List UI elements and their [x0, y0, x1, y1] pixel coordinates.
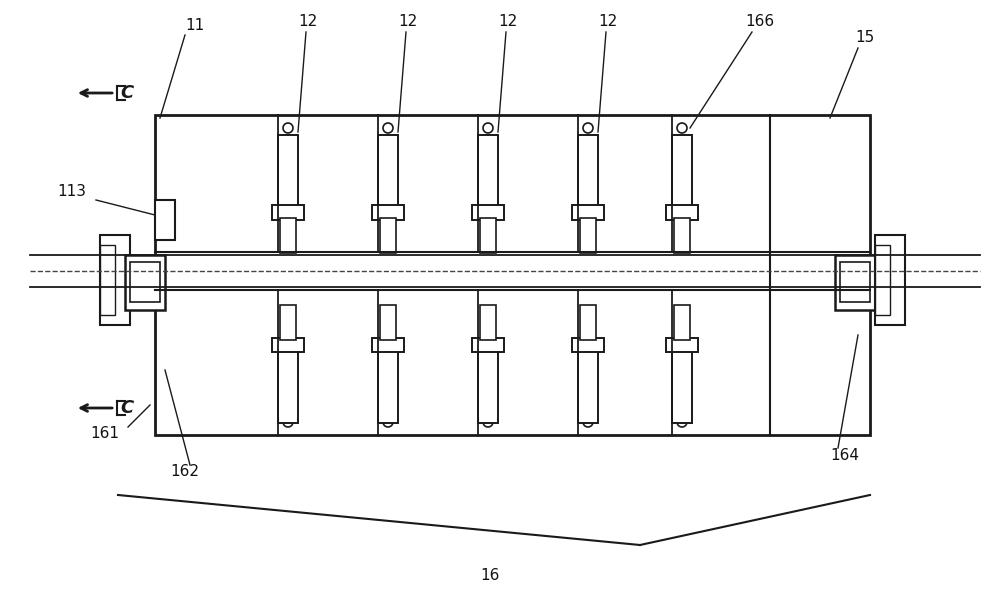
Bar — [875, 245, 890, 315]
Bar — [674, 218, 690, 253]
Bar — [130, 262, 160, 302]
Text: 161: 161 — [90, 425, 120, 440]
Bar — [572, 338, 604, 352]
Bar — [155, 200, 175, 240]
Text: C: C — [120, 399, 133, 417]
Bar — [835, 255, 875, 310]
Bar — [666, 338, 698, 352]
Bar — [372, 338, 404, 352]
Circle shape — [583, 417, 593, 427]
Bar — [674, 305, 690, 340]
Text: 162: 162 — [170, 464, 200, 480]
Bar — [380, 305, 396, 340]
Bar — [125, 255, 165, 310]
Text: 16: 16 — [480, 568, 500, 582]
Bar — [155, 115, 870, 435]
Bar — [578, 348, 598, 423]
Bar — [840, 262, 870, 302]
Text: C: C — [120, 84, 133, 102]
Bar — [580, 305, 596, 340]
Bar — [472, 338, 504, 352]
Bar — [472, 205, 504, 220]
Text: 12: 12 — [498, 14, 518, 30]
Text: 164: 164 — [830, 448, 860, 463]
Text: 12: 12 — [298, 14, 318, 30]
Circle shape — [483, 123, 493, 133]
Text: 12: 12 — [598, 14, 618, 30]
Bar — [280, 218, 296, 253]
Bar — [272, 338, 304, 352]
Bar — [100, 235, 130, 325]
Circle shape — [483, 417, 493, 427]
Circle shape — [383, 123, 393, 133]
Bar — [280, 305, 296, 340]
Bar — [378, 348, 398, 423]
Text: 166: 166 — [745, 14, 775, 30]
Bar — [478, 135, 498, 210]
Circle shape — [383, 417, 393, 427]
Bar — [572, 205, 604, 220]
Bar — [672, 348, 692, 423]
Text: 113: 113 — [58, 184, 87, 199]
Text: 12: 12 — [398, 14, 418, 30]
Bar — [672, 135, 692, 210]
Circle shape — [677, 123, 687, 133]
Bar — [480, 218, 496, 253]
Bar — [100, 245, 115, 315]
Circle shape — [283, 417, 293, 427]
Bar — [278, 135, 298, 210]
Bar — [380, 218, 396, 253]
Bar — [578, 135, 598, 210]
Text: 11: 11 — [185, 18, 205, 33]
Circle shape — [583, 123, 593, 133]
Circle shape — [677, 417, 687, 427]
Bar — [875, 235, 905, 325]
Bar — [372, 205, 404, 220]
Bar — [272, 205, 304, 220]
Bar — [278, 348, 298, 423]
Bar — [666, 205, 698, 220]
Bar — [478, 348, 498, 423]
Bar — [580, 218, 596, 253]
Bar — [480, 305, 496, 340]
Circle shape — [283, 123, 293, 133]
Bar — [378, 135, 398, 210]
Text: 15: 15 — [855, 30, 875, 45]
